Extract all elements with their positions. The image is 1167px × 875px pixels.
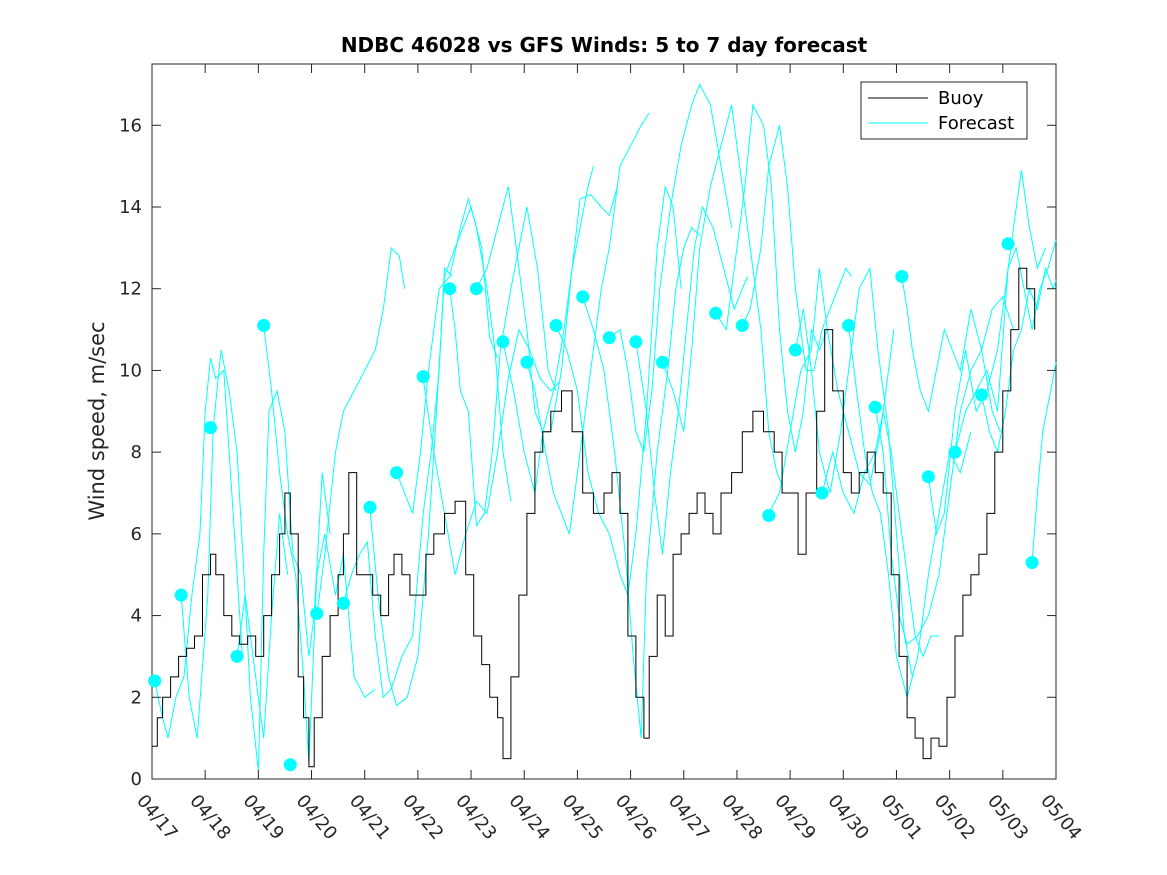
forecast-line-11 (502, 186, 618, 494)
y-tick-label-5: 10 (119, 360, 142, 381)
forecast-marker-29 (948, 445, 962, 459)
forecast-marker-11 (443, 282, 457, 296)
buoy-series (152, 267, 1036, 768)
forecast-line-13 (555, 186, 682, 596)
forecast-line-22 (821, 411, 939, 658)
forecast-marker-10 (416, 370, 430, 384)
forecast-line-9 (449, 206, 557, 528)
forecast-marker-12 (469, 282, 483, 296)
forecast-marker-4 (257, 319, 271, 332)
forecast-marker-24 (815, 486, 829, 500)
forecast-marker-28 (921, 470, 935, 484)
forecast-marker-8 (363, 500, 377, 514)
forecast-line-24 (874, 348, 1001, 646)
legend-label-buoy: Buoy (938, 88, 984, 109)
forecast-line-28 (981, 266, 1057, 454)
forecast-marker-23 (788, 343, 802, 357)
forecast-line-12 (526, 112, 650, 535)
buoy-line (152, 267, 1036, 768)
forecast-line-26 (927, 170, 1046, 536)
forecast-line-21 (794, 266, 913, 677)
y-tick-label-3: 6 (131, 524, 142, 545)
forecast-marker-16 (576, 290, 590, 304)
y-tick-label-0: 0 (131, 769, 142, 790)
forecast-marker-2 (204, 421, 217, 435)
forecast-marker-25 (842, 319, 856, 332)
forecast-line-3 (263, 325, 376, 763)
chart-title: NDBC 46028 vs GFS Winds: 5 to 7 day fore… (341, 33, 868, 57)
y-tick-label-6: 12 (119, 279, 142, 300)
forecast-marker-17 (602, 331, 616, 345)
forecast-marker-31 (1001, 237, 1015, 251)
forecast-marker-5 (283, 758, 297, 772)
forecast-line-4 (316, 246, 406, 616)
forecast-line-2 (236, 389, 331, 771)
forecast-line-29 (1031, 362, 1057, 563)
forecast-marker-20 (709, 306, 723, 320)
forecast-marker-14 (520, 355, 534, 369)
forecast-line-0 (154, 358, 243, 739)
forecast-marker-1 (174, 588, 188, 602)
y-tick-label-2: 4 (131, 606, 142, 627)
forecast-line-19 (741, 125, 852, 371)
forecast-line-6 (369, 205, 499, 707)
forecast-marker-6 (310, 607, 324, 620)
y-axis: 0 2 4 6 8 10 12 14 16 (119, 115, 1056, 790)
forecast-line-7 (396, 196, 512, 514)
plot-frame (151, 63, 1057, 780)
forecast-marker-15 (549, 319, 563, 332)
forecast-marker-19 (656, 355, 669, 369)
forecast-line-25 (901, 276, 1014, 414)
forecast-series (154, 83, 1057, 771)
forecast-line-16 (635, 205, 749, 555)
forecast-line-15 (608, 83, 733, 453)
legend: Buoy Forecast (860, 81, 1028, 140)
forecast-marker-13 (496, 335, 510, 349)
forecast-line-8 (422, 328, 560, 575)
y-tick-label-1: 2 (131, 687, 142, 708)
y-tick-label-4: 8 (131, 442, 142, 463)
forecast-marker-22 (762, 509, 776, 522)
forecast-line-27 (954, 239, 1057, 453)
y-tick-label-7: 14 (119, 197, 142, 218)
y-tick-label-8: 16 (119, 115, 142, 136)
forecast-line-17 (662, 104, 783, 485)
forecast-markers (148, 237, 1039, 772)
forecast-marker-7 (336, 596, 350, 610)
y-axis-label: Wind speed, m/sec (85, 321, 109, 520)
forecast-line-14 (582, 226, 701, 739)
forecast-marker-32 (1025, 556, 1039, 569)
forecast-line-18 (715, 103, 828, 453)
forecast-marker-26 (868, 400, 882, 414)
legend-label-forecast: Forecast (938, 113, 1014, 134)
legend-box (860, 81, 1028, 140)
forecast-marker-18 (629, 335, 643, 349)
forecast-marker-27 (895, 270, 909, 283)
forecast-marker-9 (390, 466, 404, 480)
forecast-marker-30 (975, 388, 989, 402)
forecast-line-1 (180, 349, 289, 739)
forecast-marker-3 (230, 649, 244, 663)
forecast-line-23 (848, 325, 972, 700)
forecast-marker-0 (148, 674, 162, 688)
forecast-marker-21 (735, 319, 749, 332)
plot-area (148, 63, 1057, 780)
forecast-line-10 (475, 165, 594, 434)
